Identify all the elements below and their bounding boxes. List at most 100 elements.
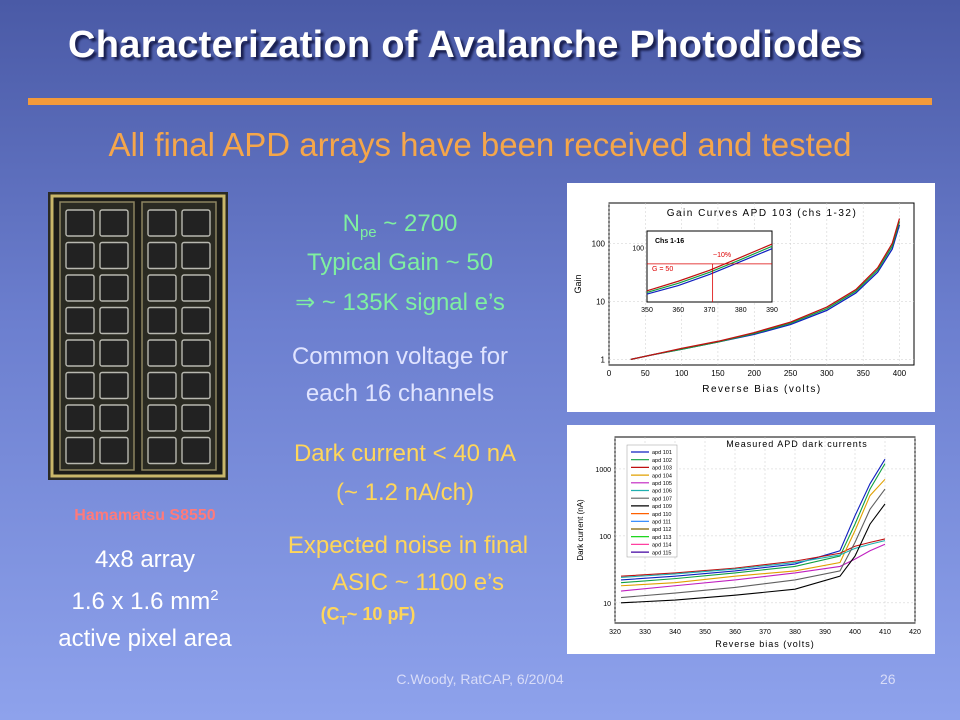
dark-x-tick-label: 350 bbox=[699, 629, 711, 636]
gain-curves-chart: 0 50 100 150 200 250 300 350 400 1 10 100 Gain Curv… bbox=[567, 183, 935, 412]
inset-series-line bbox=[646, 248, 773, 295]
dark-series-line bbox=[620, 503, 886, 604]
gain-y-tick-label: 1 bbox=[601, 355, 606, 364]
gain-inset-frame bbox=[646, 230, 773, 303]
inset-spread-label: ~10% bbox=[713, 252, 731, 259]
capacitance-line: (CT~ 10 pF) bbox=[258, 604, 478, 628]
dark-x-tick-label: 340 bbox=[669, 629, 681, 636]
npe-value: ~ 2700 bbox=[376, 210, 458, 237]
signal-line: ⇒ ~ 135K signal e’s bbox=[250, 288, 550, 317]
apd-pixel bbox=[147, 274, 177, 302]
apd-pixel bbox=[147, 371, 177, 400]
implies-arrow: ⇒ bbox=[295, 289, 316, 316]
apd-pixel bbox=[147, 209, 177, 237]
apd-pixel bbox=[181, 404, 211, 432]
pixel-size-label: 1.6 x 1.6 mm2 bbox=[30, 587, 260, 616]
gain-x-tick-label: 100 bbox=[675, 369, 689, 378]
gain-y-axis-label: Gain bbox=[573, 274, 583, 293]
apd-pixel bbox=[181, 209, 211, 237]
apd-pixel bbox=[181, 371, 211, 400]
dark-legend-entry: apd 114 bbox=[652, 543, 671, 549]
dark-series-line bbox=[620, 540, 886, 578]
apd-pixel bbox=[181, 241, 211, 270]
dark-legend-entry: apd 107 bbox=[652, 496, 672, 502]
dark-x-tick-label: 360 bbox=[729, 629, 741, 636]
apd-pixel bbox=[147, 241, 177, 270]
gain-y-tick-label: 10 bbox=[596, 297, 605, 306]
inset-x-tick-label: 390 bbox=[766, 307, 778, 314]
dark-series-line bbox=[620, 478, 886, 587]
dark-y-tick-label: 10 bbox=[603, 601, 611, 608]
npe-line: Npe ~ 2700 bbox=[250, 210, 550, 241]
apd-pixel bbox=[65, 404, 95, 432]
inset-y-tick-label: 100 bbox=[632, 245, 644, 252]
apd-pixel bbox=[181, 339, 211, 367]
npe-symbol: N bbox=[342, 210, 360, 237]
apd-pixel bbox=[99, 436, 129, 465]
gain-x-tick-label: 350 bbox=[856, 369, 870, 378]
gain-x-tick-label: 250 bbox=[784, 369, 798, 378]
npe-subscript: pe bbox=[359, 223, 377, 241]
dark-legend-entry: apd 113 bbox=[652, 535, 671, 541]
apd-pixel bbox=[99, 371, 129, 400]
array-label: 4x8 array bbox=[94, 546, 196, 573]
gain-x-tick-label: 0 bbox=[607, 369, 612, 378]
apd-pixel bbox=[147, 306, 177, 335]
dark-legend-entry: apd 115 bbox=[652, 550, 671, 556]
inset-x-tick-label: 350 bbox=[641, 307, 653, 314]
apd-pixel bbox=[65, 436, 95, 465]
slide-subtitle: All final APD arrays have been received … bbox=[108, 126, 852, 163]
dark-legend-entry: apd 110 bbox=[652, 512, 671, 518]
dark-legend-entry: apd 103 bbox=[652, 466, 672, 472]
dark-current-chart: 320 330 340 350 360 370 380 390 400 410 420 10 100 10… bbox=[567, 425, 935, 654]
pixel-size-value: 1.6 x 1.6 mm bbox=[71, 588, 211, 615]
dark-y-tick-label: 1000 bbox=[595, 467, 611, 474]
capacitance-value: ~ 10 pF) bbox=[346, 604, 416, 624]
apd-pixel bbox=[147, 436, 177, 465]
dark-legend-entry: apd 101 bbox=[652, 450, 672, 456]
apd-pixel bbox=[99, 306, 129, 335]
inset-channel-label: Chs 1-16 bbox=[655, 238, 684, 245]
pixel-grid bbox=[65, 209, 211, 465]
gain-x-axis-label: Reverse Bias (volts) bbox=[702, 384, 821, 395]
gain-chart-title: Gain Curves APD 103 (chs 1-32) bbox=[667, 208, 858, 219]
inset-gain-label: G = 50 bbox=[652, 266, 673, 273]
dark-legend-entry: apd 109 bbox=[652, 504, 672, 510]
inset-x-tick-label: 360 bbox=[672, 307, 684, 314]
common-voltage-line-1: Common voltage for bbox=[291, 343, 509, 370]
dark-x-tick-label: 390 bbox=[819, 629, 831, 636]
gain-x-tick-label: 150 bbox=[711, 369, 725, 378]
dark-y-axis-label: Dark current (nA) bbox=[576, 499, 585, 561]
apd-pixel bbox=[99, 274, 129, 302]
capacitance-symbol: (C bbox=[320, 604, 340, 624]
dark-current-line-1: Dark current < 40 nA bbox=[293, 440, 517, 467]
dark-legend-entry: apd 111 bbox=[652, 520, 671, 526]
page-number: 26 bbox=[880, 671, 896, 687]
slide-title: Characterization of Avalanche Photodiode… bbox=[68, 24, 863, 66]
gain-y-tick-label: 100 bbox=[592, 240, 606, 249]
dark-current-line-2: (~ 1.2 nA/ch) bbox=[335, 479, 475, 506]
dark-legend-entry: apd 106 bbox=[652, 489, 672, 495]
inset-x-tick-label: 370 bbox=[704, 307, 716, 314]
common-voltage-line-2: each 16 channels bbox=[305, 380, 495, 407]
gain-x-tick-label: 400 bbox=[893, 369, 907, 378]
gain-x-tick-label: 200 bbox=[748, 369, 762, 378]
dark-series-line bbox=[620, 543, 886, 592]
gain-x-tick-label: 300 bbox=[820, 369, 834, 378]
dark-legend-entry: apd 102 bbox=[652, 458, 672, 464]
gain-series-line bbox=[630, 218, 901, 361]
gain-line: Typical Gain ~ 50 bbox=[306, 249, 494, 276]
accent-rule bbox=[28, 98, 932, 105]
apd-pixel bbox=[65, 306, 95, 335]
gain-x-tick-label: 50 bbox=[641, 369, 650, 378]
apd-pixel bbox=[99, 404, 129, 432]
apd-pixel bbox=[181, 274, 211, 302]
dark-x-tick-label: 320 bbox=[609, 629, 621, 636]
apd-pixel bbox=[147, 404, 177, 432]
inset-series-line bbox=[646, 245, 773, 293]
dark-series-line bbox=[620, 538, 886, 577]
dark-series-line bbox=[620, 488, 886, 599]
dark-series-line bbox=[620, 463, 886, 584]
apd-array-photo bbox=[48, 192, 228, 480]
